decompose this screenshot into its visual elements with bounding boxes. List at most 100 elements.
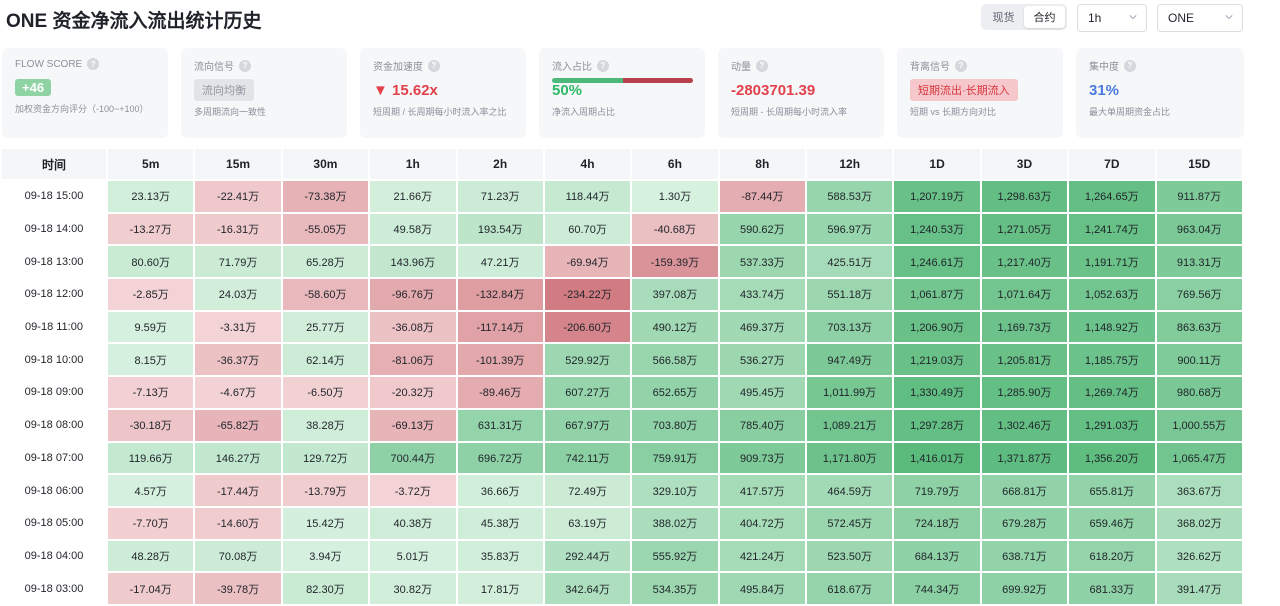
flow-cell: 1,264.65万 bbox=[1069, 181, 1155, 212]
flow-cell: 588.53万 bbox=[807, 181, 893, 212]
page-title: ONE 资金净流入流出统计历史 bbox=[6, 11, 262, 32]
help-icon[interactable]: ? bbox=[428, 59, 440, 72]
card-title: 资金加速度 bbox=[373, 62, 423, 73]
flow-cell: 668.81万 bbox=[981, 475, 1068, 506]
help-icon[interactable]: ? bbox=[955, 59, 967, 72]
card-subtitle: 最大单周期资金占比 bbox=[1089, 107, 1171, 117]
flow-cell: 65.28万 bbox=[282, 246, 369, 278]
metric-cards: FLOW SCORE? +46 加权资金方向评分（-100~+100） 流向信号… bbox=[2, 48, 1244, 138]
flow-cell: 71.23万 bbox=[457, 181, 543, 212]
flow-cell: 681.33万 bbox=[1069, 573, 1155, 604]
flow-cell: -2.85万 bbox=[108, 279, 194, 310]
card-subtitle: 净流入周期占比 bbox=[552, 107, 616, 117]
flow-cell: 8.15万 bbox=[108, 344, 194, 376]
flow-cell: 329.10万 bbox=[632, 475, 718, 506]
flow-cell: 342.64万 bbox=[544, 573, 631, 604]
flow-cell: 667.97万 bbox=[544, 409, 631, 441]
flow-cell: 36.66万 bbox=[457, 475, 543, 506]
flow-cell: -69.94万 bbox=[544, 246, 631, 278]
column-header-15m: 15m bbox=[195, 149, 281, 179]
time-cell: 09-18 04:00 bbox=[2, 540, 106, 572]
flow-cell: 590.62万 bbox=[719, 213, 805, 245]
flow-cell: -36.37万 bbox=[195, 344, 281, 376]
table-row: 09-18 15:00 23.13万 -22.41万 -73.38万 21.66万 71.… bbox=[2, 181, 1242, 212]
chevron-down-icon bbox=[1225, 15, 1233, 20]
flow-cell: 1,065.47万 bbox=[1156, 442, 1242, 474]
table-row: 09-18 12:00 -2.85万 24.03万 -58.60万 -96.76万 -13… bbox=[2, 279, 1242, 310]
outflow-ratio-fill bbox=[622, 78, 693, 83]
coin-select[interactable]: ONE bbox=[1157, 4, 1243, 32]
futures-tab[interactable]: 合约 bbox=[1024, 6, 1065, 28]
flow-cell: -96.76万 bbox=[370, 279, 456, 310]
flow-cell: 326.62万 bbox=[1156, 540, 1242, 572]
time-cell: 09-18 07:00 bbox=[2, 442, 106, 474]
flow-cell: 1,241.74万 bbox=[1069, 213, 1155, 245]
help-icon[interactable]: ? bbox=[1124, 59, 1136, 72]
card-title: 集中度 bbox=[1089, 62, 1119, 73]
flow-cell: 742.11万 bbox=[544, 442, 631, 474]
flow-cell: 785.40万 bbox=[719, 409, 805, 441]
acceleration-value: ▼ 15.62x bbox=[373, 81, 438, 99]
flow-cell: 534.35万 bbox=[632, 573, 718, 604]
flow-cell: 433.74万 bbox=[719, 279, 805, 310]
flow-cell: 62.14万 bbox=[282, 344, 369, 376]
flow-cell: -39.78万 bbox=[195, 573, 281, 604]
flow-cell: 700.44万 bbox=[370, 442, 456, 474]
flow-cell: 9.59万 bbox=[108, 311, 194, 343]
flow-cell: 1,011.99万 bbox=[807, 377, 893, 408]
flow-cell: 863.63万 bbox=[1156, 311, 1242, 343]
flow-cell: 47.21万 bbox=[457, 246, 543, 278]
flow-cell: 35.83万 bbox=[457, 540, 543, 572]
time-cell: 09-18 12:00 bbox=[2, 279, 106, 310]
column-header-7d: 7D bbox=[1069, 149, 1155, 179]
help-icon[interactable]: ? bbox=[239, 59, 251, 72]
flow-cell: 744.34万 bbox=[894, 573, 980, 604]
inflow-ratio-value: 50% bbox=[552, 81, 583, 99]
flow-cell: 404.72万 bbox=[719, 507, 805, 539]
flow-cell: 529.92万 bbox=[544, 344, 631, 376]
flow-cell: 618.20万 bbox=[1069, 540, 1155, 572]
divergence-value: 短期流出·长期流入 bbox=[910, 79, 1018, 101]
column-header-8h: 8h bbox=[719, 149, 805, 179]
time-cell: 09-18 08:00 bbox=[2, 409, 106, 441]
flow-cell: 1,052.63万 bbox=[1069, 279, 1155, 310]
flow-cell: -87.44万 bbox=[719, 181, 805, 212]
flow-cell: -117.14万 bbox=[457, 311, 543, 343]
flow-history-table: 时间 5m 15m 30m 1h 2h 4h 6h 8h 12h 1D 3D 7D 15D 09-18 1… bbox=[2, 149, 1244, 606]
interval-select[interactable]: 1h bbox=[1077, 4, 1147, 32]
flow-cell: 1,302.46万 bbox=[981, 409, 1068, 441]
flow-cell: -234.22万 bbox=[544, 279, 631, 310]
flow-cell: 48.28万 bbox=[108, 540, 194, 572]
flow-cell: 1,219.03万 bbox=[894, 344, 980, 376]
flow-cell: 596.97万 bbox=[807, 213, 893, 245]
help-icon[interactable]: ? bbox=[597, 59, 609, 72]
flow-cell: -159.39万 bbox=[632, 246, 718, 278]
flow-cell: 70.08万 bbox=[195, 540, 281, 572]
flow-cell: 38.28万 bbox=[282, 409, 369, 441]
flow-cell: 119.66万 bbox=[108, 442, 194, 474]
flow-cell: 292.44万 bbox=[544, 540, 631, 572]
spot-tab[interactable]: 现货 bbox=[992, 12, 1015, 24]
help-icon[interactable]: ? bbox=[756, 59, 768, 72]
flow-cell: 25.77万 bbox=[282, 311, 369, 343]
flow-cell: 724.18万 bbox=[894, 507, 980, 539]
flow-cell: 913.31万 bbox=[1156, 246, 1242, 278]
help-icon[interactable]: ? bbox=[87, 58, 100, 70]
flow-cell: 1,371.87万 bbox=[981, 442, 1068, 474]
flow-cell: 21.66万 bbox=[370, 181, 456, 212]
flow-cell: -7.13万 bbox=[108, 377, 194, 408]
table-row: 09-18 06:00 4.57万 -17.44万 -13.79万 -3.72万 36.6… bbox=[2, 475, 1242, 506]
time-cell: 09-18 11:00 bbox=[2, 311, 106, 343]
flow-cell: 618.67万 bbox=[807, 573, 893, 604]
flow-cell: 129.72万 bbox=[282, 442, 369, 474]
card-subtitle: 短期 vs 长期方向对比 bbox=[910, 107, 997, 117]
card-subtitle: 加权资金方向评分（-100~+100） bbox=[15, 104, 149, 114]
flow-cell: 469.37万 bbox=[719, 311, 805, 343]
flow-cell: 71.79万 bbox=[195, 246, 281, 278]
flow-cell: 15.42万 bbox=[282, 507, 369, 539]
card-subtitle: 短周期 / 长周期每小时流入率之比 bbox=[373, 107, 507, 117]
flow-cell: 1,071.64万 bbox=[981, 279, 1068, 310]
flow-cell: -81.06万 bbox=[370, 344, 456, 376]
flow-cell: 607.27万 bbox=[544, 377, 631, 408]
flow-cell: 368.02万 bbox=[1156, 507, 1242, 539]
